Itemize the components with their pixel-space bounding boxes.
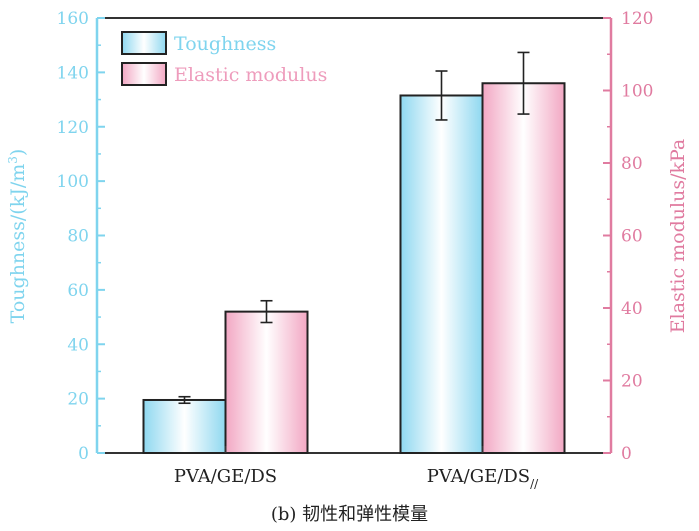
y-tick-label: 80 <box>67 227 89 247</box>
bar-elastic-modulus-2 <box>481 82 566 454</box>
y-tick-label: 160 <box>57 9 89 29</box>
error-bars-layer <box>178 51 530 405</box>
y-tick-label: 100 <box>57 172 89 192</box>
legend-label-elastic-modulus: Elastic modulus <box>174 64 327 86</box>
bar-chart: 0 20 40 60 80 100 120 140 160 0 20 40 60 80 100 120 PV… <box>6 9 689 491</box>
category-labels: PVA/GE/DS PVA/GE/DS// <box>174 466 539 491</box>
error-bar-elastic-modulus-1 <box>260 299 273 324</box>
y2-tick-label: 0 <box>621 444 632 464</box>
y2-tick-label: 80 <box>621 154 643 174</box>
error-bar-toughness-1 <box>178 395 191 405</box>
error-bar-toughness-2 <box>435 70 448 121</box>
y-tick-label: 120 <box>57 118 89 138</box>
y-axis-label: Toughness/(kJ/m3) <box>6 149 29 324</box>
figure-caption: (b) 韧性和弹性模量 <box>270 504 429 525</box>
y-tick-label: 40 <box>67 335 89 355</box>
error-bar-elastic-modulus-2 <box>517 51 530 115</box>
y-tick-label: 20 <box>67 390 89 410</box>
x-tick-label: PVA/GE/DS// <box>427 466 539 491</box>
bar-toughness-1 <box>142 398 227 454</box>
legend-swatch-toughness <box>121 31 167 55</box>
bars-layer <box>142 82 566 454</box>
y-tick-label: 0 <box>78 444 89 464</box>
y2-tick-label: 20 <box>621 372 643 392</box>
legend: Toughness Elastic modulus <box>121 31 327 86</box>
left-axis: 0 20 40 60 80 100 120 140 160 <box>57 9 105 464</box>
y2-axis-label: Elastic modulus/kPa <box>667 139 689 334</box>
y2-tick-label: 40 <box>621 299 643 319</box>
y-tick-label: 60 <box>67 281 89 301</box>
y2-tick-label: 60 <box>621 227 643 247</box>
y2-tick-label: 120 <box>621 9 653 29</box>
legend-swatch-elastic-modulus <box>121 62 167 86</box>
bar-elastic-modulus-1 <box>224 310 309 454</box>
x-tick-label: PVA/GE/DS <box>174 466 277 487</box>
legend-label-toughness: Toughness <box>174 33 276 55</box>
y2-tick-label: 100 <box>621 82 653 102</box>
right-axis: 0 20 40 60 80 100 120 <box>603 9 653 464</box>
bar-toughness-2 <box>399 94 484 454</box>
y-tick-label: 140 <box>57 63 89 83</box>
